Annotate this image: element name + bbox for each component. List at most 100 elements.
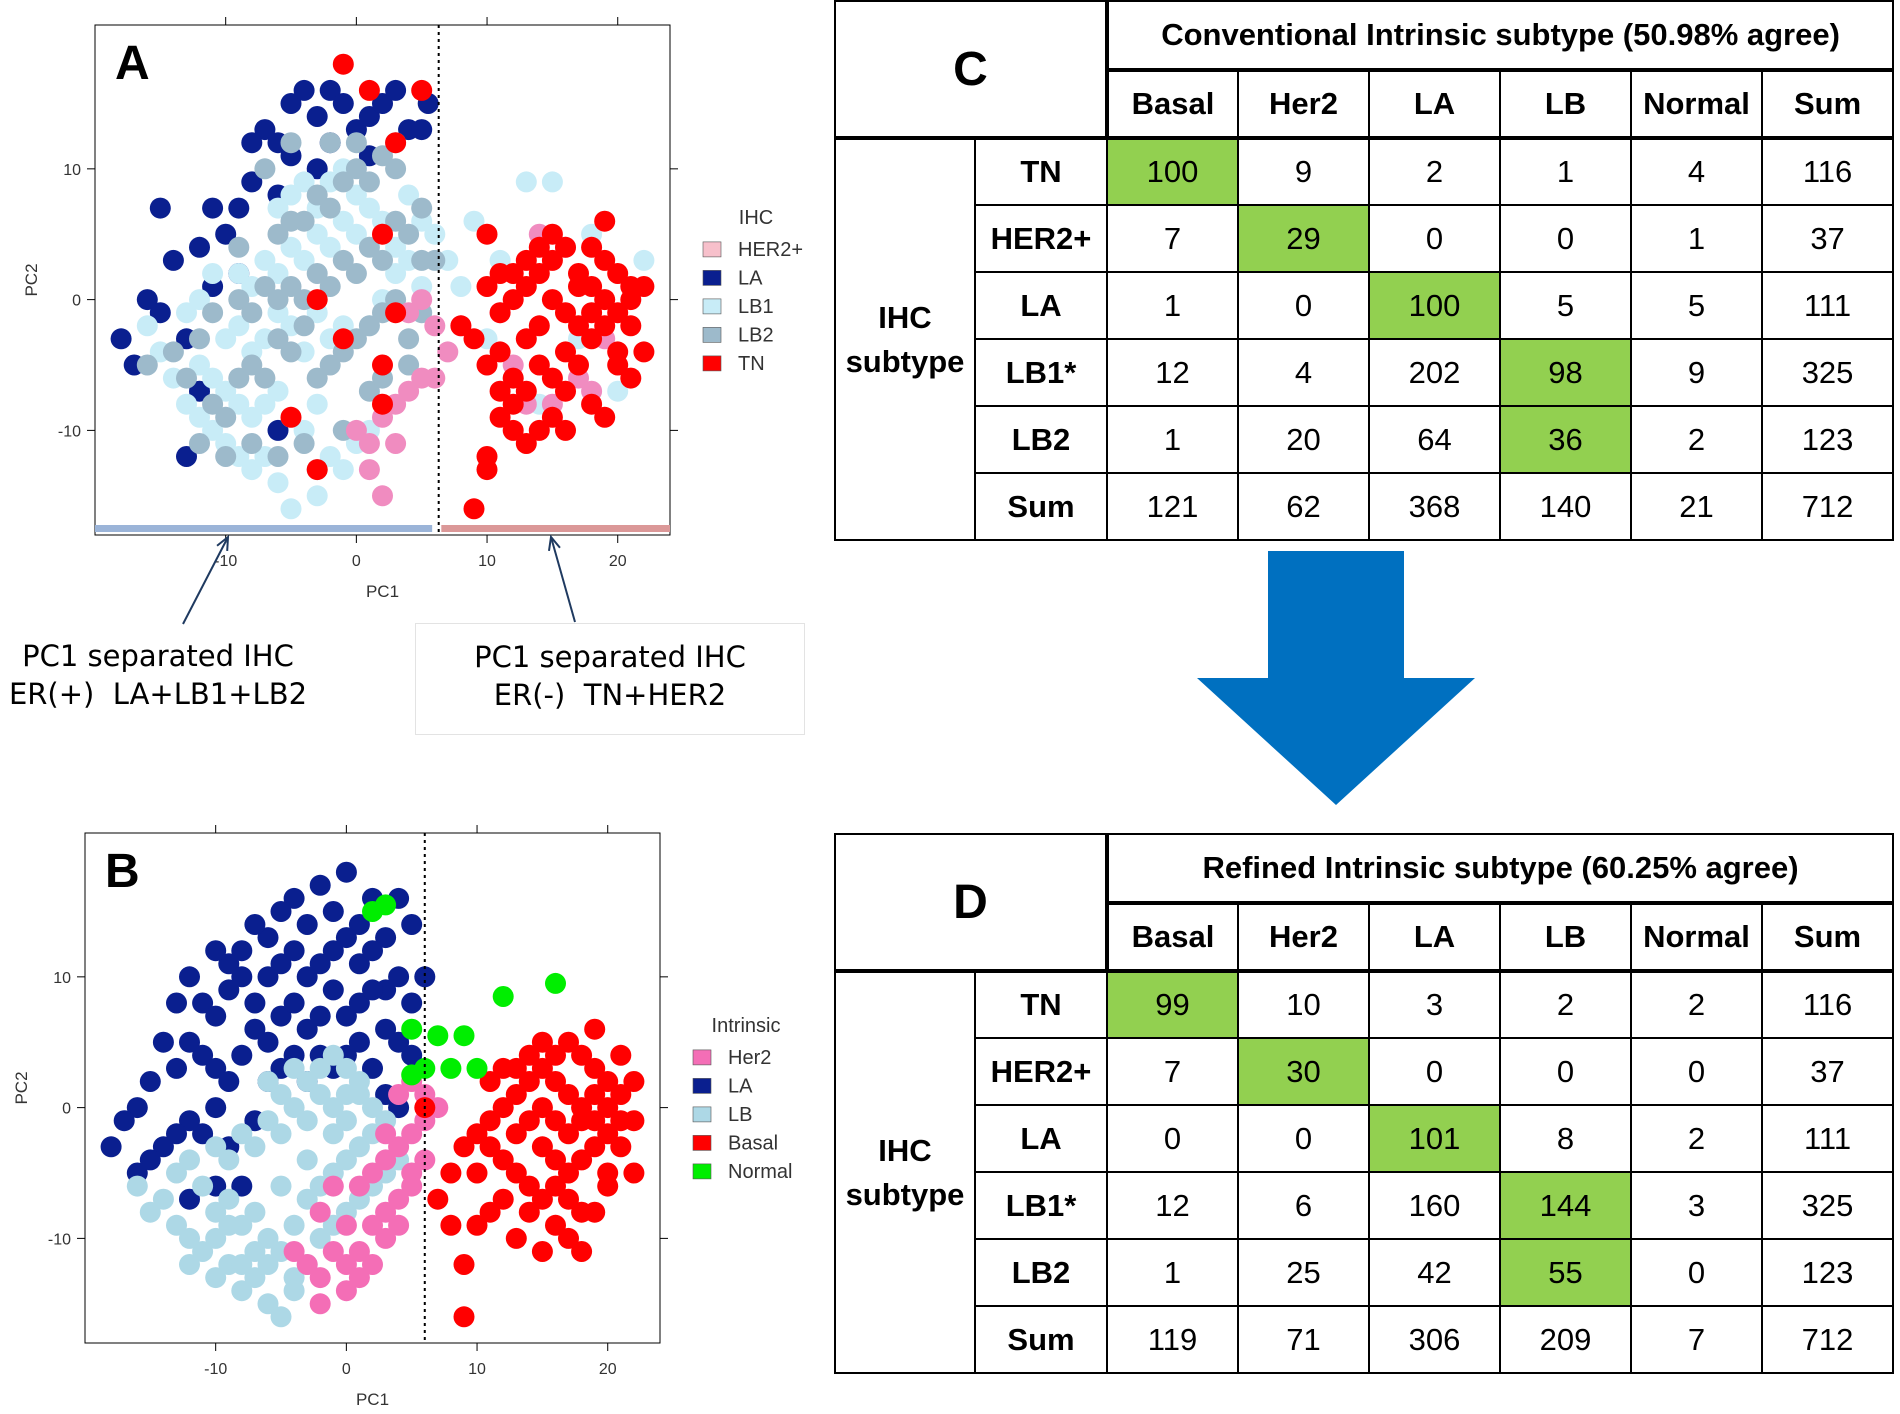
panel_a-point: [293, 315, 315, 337]
table_d-cell: 2: [1499, 970, 1633, 1039]
table-title-row: C Conventional Intrinsic subtype (50.98% …: [833, 0, 1895, 140]
panel_b-point: [257, 966, 279, 988]
panel_b-point: [257, 1071, 279, 1092]
table_c-cell: 5: [1499, 271, 1633, 340]
panel_a-point: [254, 367, 276, 389]
table_c-cell: 1: [1106, 405, 1240, 474]
panel_b-point: [375, 1227, 397, 1249]
panel_a-point: [568, 354, 589, 376]
panel_b-point: [335, 927, 357, 949]
panel_b-point: [322, 901, 344, 922]
panel_a-point: [515, 328, 537, 350]
panel_a-point: [254, 158, 276, 180]
panel_b-point: [388, 1031, 410, 1053]
panel_a-point: [254, 119, 276, 141]
panel_b-point: [179, 1110, 200, 1132]
panel_b-point: [322, 1123, 344, 1145]
panel_a-point: [319, 276, 341, 297]
panel_a-point: [293, 210, 315, 232]
table_d-cell: 99: [1106, 970, 1240, 1039]
panel_a-point: [607, 302, 629, 324]
panel_b-point: [218, 979, 240, 1001]
panel_b-point: [479, 1201, 501, 1223]
panel_b-point: [309, 1293, 331, 1315]
panel_a-y-tick-label: 10: [63, 162, 81, 179]
panel_a-legend-label: LB1: [738, 296, 774, 318]
panel_a-x-tick-label: -10: [214, 553, 237, 570]
table_c-cell: 116: [1761, 137, 1895, 206]
panel_b-point: [558, 1162, 579, 1184]
panel_b-point: [440, 1162, 462, 1184]
panel_b-point: [152, 1188, 174, 1210]
panel_b-point: [309, 1201, 331, 1223]
panel_a-point: [267, 446, 289, 467]
panel_a-point: [228, 289, 250, 311]
panel_a-point: [136, 289, 158, 311]
panel_a-point: [228, 236, 250, 258]
table_c-cell: 4: [1237, 338, 1371, 407]
panel_a-point: [358, 380, 380, 402]
panel_b-point: [296, 1110, 318, 1132]
panel_b-point: [309, 953, 331, 975]
table-row: LB1* 12 6 160 144 3 325: [835, 1171, 1895, 1240]
panel_b-point: [296, 1254, 318, 1275]
panel_a-point: [385, 79, 407, 101]
panel_a-point: [555, 380, 576, 402]
panel_b-point: [558, 1188, 579, 1210]
panel_a-point: [385, 158, 407, 180]
panel_b-point: [126, 1175, 148, 1197]
panel_b-point: [584, 1084, 606, 1105]
panel_b-point: [479, 1071, 501, 1092]
contingency-table-d: D Refined Intrinsic subtype (60.25% agree…: [833, 833, 1895, 1374]
panel_a-point: [332, 53, 354, 75]
panel_a-point: [555, 302, 576, 324]
table_c-column-header: Normal: [1630, 69, 1764, 140]
panel_a-point: [398, 223, 420, 245]
panel_a-point: [215, 406, 237, 428]
callout-left-line2: ER(+) LA+LB1+LB2: [8, 677, 308, 711]
panel_b-point: [531, 1188, 553, 1210]
panel_b-point: [296, 1149, 318, 1171]
panel_b-point: [453, 1306, 475, 1328]
panel_b-point: [427, 1188, 449, 1210]
table_c-cell: 1: [1630, 204, 1764, 273]
panel_a-point: [463, 498, 485, 520]
panel_a-point: [476, 276, 498, 297]
panel_b-point: [348, 1136, 370, 1158]
table_d-column-header: LB: [1499, 902, 1633, 973]
panel_a-point: [293, 433, 315, 454]
panel_a-point: [411, 79, 433, 101]
panel_a-point: [450, 276, 472, 297]
panel_b-point: [192, 1175, 214, 1197]
panel_b-y-tick-label: 0: [62, 1101, 71, 1118]
panel_a-point: [332, 93, 354, 114]
panel_b-point: [283, 992, 305, 1014]
panel_b-point: [335, 1254, 357, 1275]
panel_a-point: [411, 119, 433, 141]
panel_b-point: [218, 1071, 240, 1092]
panel_a-point: [267, 289, 289, 311]
table_c-column-header: Basal: [1106, 69, 1240, 140]
panel_a-point: [372, 93, 393, 114]
panel_b-point: [309, 1005, 331, 1027]
panel_a-point: [358, 197, 380, 219]
panel_a-point: [215, 380, 237, 402]
panel_b-point: [362, 979, 383, 1001]
table_c-cell: 0: [1237, 271, 1371, 340]
panel_b-point: [166, 1162, 187, 1184]
panel_a-point: [633, 249, 655, 271]
panel_a-point: [398, 328, 420, 350]
panel_a-point: [332, 249, 354, 271]
table_c-cell: 21: [1630, 472, 1764, 541]
panel_b-legend-title: Intrinsic: [712, 1015, 781, 1037]
table_d-column-header: Basal: [1106, 902, 1240, 973]
table_c-title: Conventional Intrinsic subtype (50.98% a…: [1106, 0, 1895, 72]
table_d-column-header: Her2: [1237, 902, 1371, 973]
panel_a-point: [385, 433, 407, 454]
table-row: IHC subtype TN 100 9 2 1 4 116: [834, 137, 1895, 541]
panel_b-point: [179, 1254, 200, 1275]
table_d-panel-label: D: [833, 833, 1110, 973]
panel_b-point: [270, 1306, 292, 1328]
panel_a-point: [515, 171, 537, 193]
panel_b-point: [231, 966, 253, 988]
